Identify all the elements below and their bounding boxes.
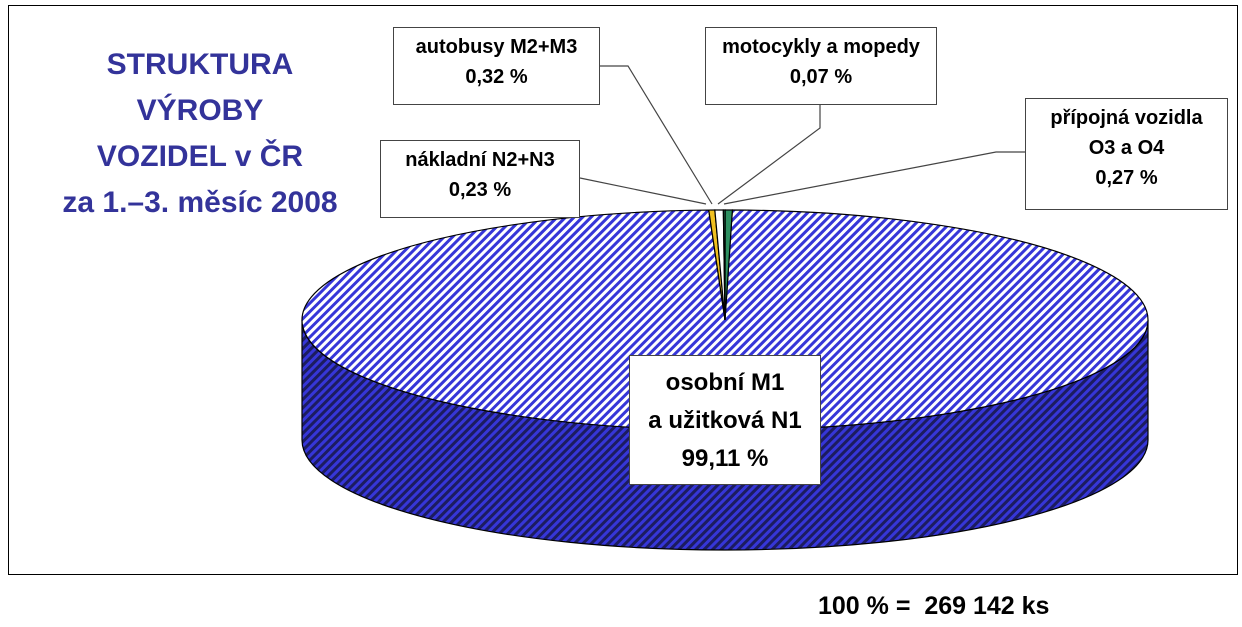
slice-label: nákladní N2+N3 0,23 % — [380, 140, 580, 218]
slice-label: motocykly a mopedy 0,07 % — [705, 27, 937, 105]
category-label: motocykly a mopedy — [722, 36, 920, 58]
slice — [724, 209, 734, 321]
value-label: 0,07 % — [789, 66, 853, 88]
slice-label: osobní M1 a užitková N1 99,11 % — [629, 355, 821, 485]
leader-line — [600, 65, 713, 205]
value-label: 0,32 % — [465, 66, 528, 88]
leader-lines — [579, 65, 1025, 205]
chart-frame — [8, 5, 1238, 575]
title-line: za 1.–3. měsíc 2008 — [62, 186, 338, 219]
chart-title: STRUKTURA VÝROBY VOZIDEL v ČR za 1.–3. m… — [20, 42, 380, 226]
value-label: 0,27 % — [1095, 167, 1158, 189]
leader-line — [723, 151, 1025, 205]
title-line: VÝROBY — [136, 94, 264, 127]
value-label: 99,11 % — [681, 445, 769, 472]
slice-label: přípojná vozidla O3 a O4 0,27 % — [1025, 98, 1228, 210]
slice-label: autobusy M2+M3 0,32 % — [393, 27, 600, 105]
category-label: osobní M1 a užitková N1 — [648, 369, 802, 434]
leader-line — [717, 105, 821, 205]
category-label: nákladní N2+N3 — [405, 149, 555, 171]
title-line: STRUKTURA — [106, 48, 294, 81]
leader-line — [579, 177, 707, 205]
title-line: VOZIDEL v ČR — [96, 140, 304, 173]
category-label: přípojná vozidla O3 a O4 — [1050, 107, 1203, 159]
total-note: 100 % = 269 142 ks — [818, 592, 1050, 620]
value-label: 0,23 % — [448, 179, 512, 201]
category-label: autobusy M2+M3 — [415, 36, 578, 58]
